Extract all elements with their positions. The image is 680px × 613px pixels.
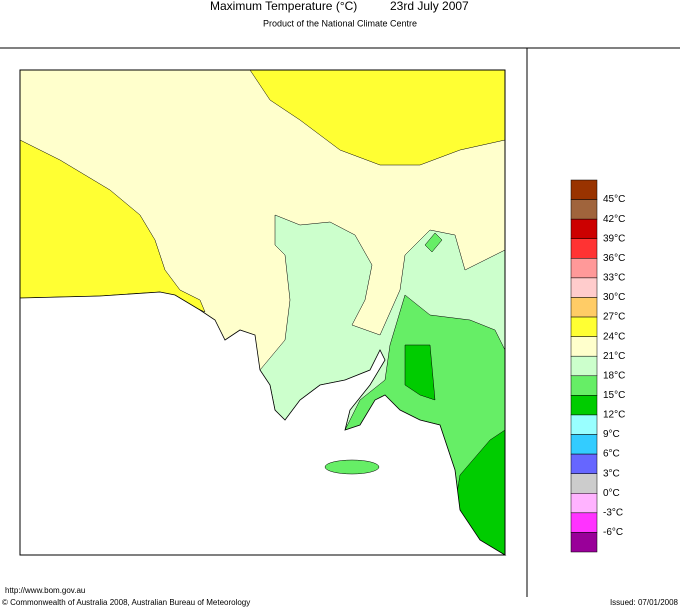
legend-swatch — [570, 258, 598, 279]
legend-label: 30°C — [603, 292, 625, 303]
legend-label: 42°C — [603, 214, 625, 225]
map — [19, 69, 507, 556]
legend-swatch — [570, 218, 598, 239]
legend-swatch — [570, 453, 598, 474]
legend-label: 9°C — [603, 429, 620, 440]
legend-label: 3°C — [603, 468, 620, 479]
title: Maximum Temperature (°C) — [210, 0, 357, 13]
legend-swatch — [570, 434, 598, 455]
subtitle: Product of the National Climate Centre — [263, 18, 417, 28]
issued: Issued: 07/01/2008 — [610, 598, 679, 607]
legend-label: 27°C — [603, 312, 625, 323]
legend-swatch — [570, 179, 598, 200]
legend-swatch — [570, 297, 598, 318]
legend-label: -6°C — [603, 527, 623, 538]
legend-label: 33°C — [603, 273, 625, 284]
legend-label: 21°C — [603, 351, 625, 362]
legend-label: 12°C — [603, 410, 625, 421]
legend-label: 36°C — [603, 253, 625, 264]
island — [324, 459, 380, 475]
legend-swatch — [570, 316, 598, 337]
legend-swatch — [570, 355, 598, 377]
legend-swatch — [570, 277, 598, 298]
region-12 — [404, 344, 436, 401]
legend-label: -3°C — [603, 507, 623, 518]
legend-label: 24°C — [603, 331, 625, 342]
legend-swatch — [570, 375, 598, 396]
map-frame — [19, 69, 506, 556]
copyright: © Commonwealth of Australia 2008, Austra… — [2, 598, 250, 607]
legend-swatch — [570, 395, 598, 416]
legend-swatch — [570, 532, 598, 553]
legend-label: 0°C — [603, 488, 620, 499]
legend-swatch — [570, 336, 598, 357]
legend-label: 39°C — [603, 233, 625, 244]
legend-swatch — [570, 473, 598, 494]
legend-swatch — [570, 493, 598, 514]
legend-label: 18°C — [603, 370, 625, 381]
region-15 — [424, 232, 443, 253]
legend: 45°C 42°C 39°C 36°C 33°C 30°C 27°C 24°C 21°C 18°C… — [570, 179, 625, 553]
legend-swatch — [570, 414, 598, 435]
legend-label: 15°C — [603, 390, 625, 401]
url: http://www.bom.gov.au — [5, 586, 85, 595]
ocean — [19, 291, 507, 556]
legend-label: 45°C — [603, 194, 625, 205]
legend-swatch — [570, 512, 598, 533]
legend-swatch — [570, 199, 598, 220]
date: 23rd July 2007 — [390, 0, 469, 13]
legend-swatch — [570, 238, 598, 259]
legend-label: 6°C — [603, 449, 620, 460]
